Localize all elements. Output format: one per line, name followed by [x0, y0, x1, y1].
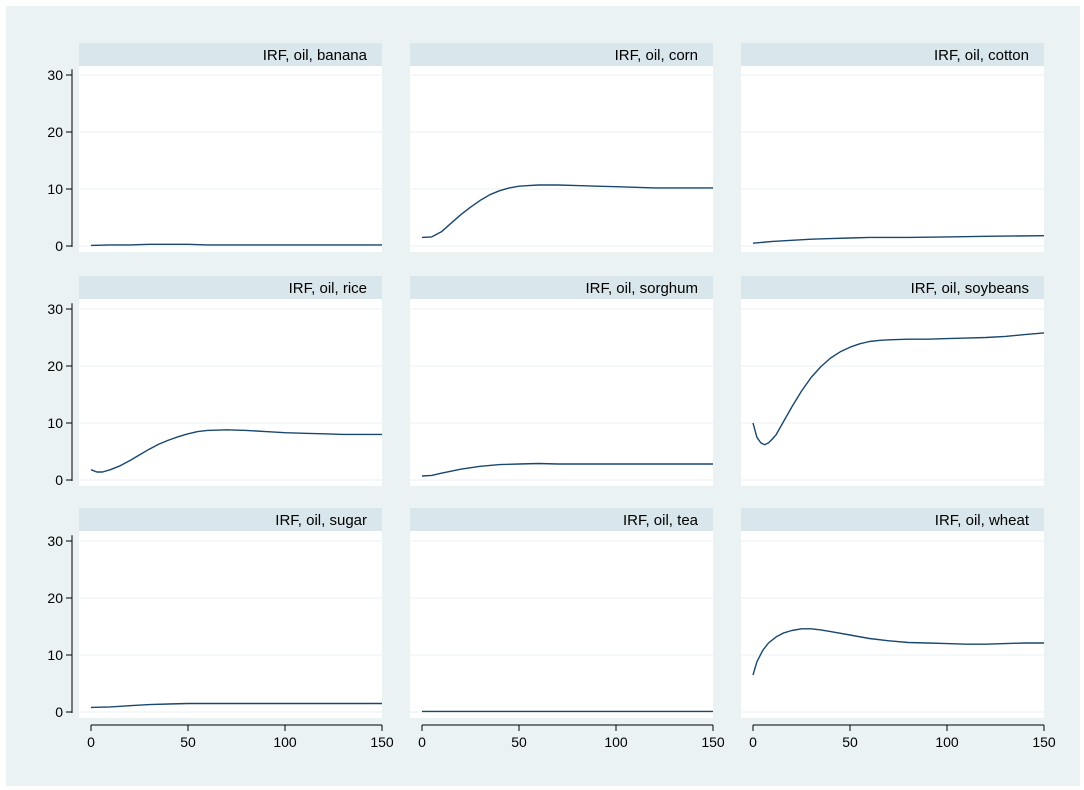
- y-tick-label: 30: [47, 533, 63, 549]
- x-tick-label: 100: [935, 734, 959, 750]
- y-tick-label: 10: [47, 181, 63, 197]
- panel-title: IRF, oil, sorghum: [585, 280, 698, 297]
- title-strip: [79, 508, 382, 531]
- plot-area: [410, 298, 713, 486]
- x-tick-label: 150: [1032, 734, 1056, 750]
- x-tick-label: 100: [273, 734, 297, 750]
- irf-line: [752, 235, 1045, 244]
- x-tick-label: 100: [604, 734, 628, 750]
- panel-rice: IRF, oil, rice 0 10 20 30: [47, 276, 382, 488]
- title-strip: [79, 43, 382, 66]
- plot-area: [79, 298, 382, 486]
- panel-title: IRF, oil, corn: [615, 47, 698, 64]
- irf-line: [752, 628, 1044, 676]
- irf-line: [752, 332, 1045, 446]
- panel-tea: IRF, oil, tea 0 50 100 150: [410, 508, 725, 750]
- y-tick-label: 0: [55, 704, 63, 720]
- plot-area: [410, 66, 713, 252]
- panel-title: IRF, oil, tea: [623, 512, 699, 529]
- x-tick-label: 0: [418, 734, 426, 750]
- y-tick-label: 30: [47, 301, 63, 317]
- panel-banana: IRF, oil, banana 0 10 20 30: [47, 43, 382, 254]
- title-strip: [410, 43, 713, 66]
- plot-area: [410, 530, 713, 718]
- title-strip: [410, 276, 713, 299]
- x-tick-label: 0: [87, 734, 95, 750]
- plot-area: [79, 530, 382, 718]
- plot-area: [741, 298, 1044, 486]
- title-strip: [79, 276, 382, 299]
- panel-title: IRF, oil, soybeans: [911, 280, 1029, 297]
- x-tick-label: 150: [701, 734, 725, 750]
- panel-title: IRF, oil, rice: [289, 280, 367, 297]
- irf-line: [421, 184, 713, 239]
- panel-sugar: IRF, oil, sugar 0 10 20 30 0 50 100 150: [47, 508, 394, 750]
- x-tick-label: 50: [511, 734, 527, 750]
- irf-line: [90, 429, 382, 473]
- irf-line: [90, 243, 382, 247]
- x-tick-label: 150: [370, 734, 394, 750]
- panel-sorghum: IRF, oil, sorghum: [410, 276, 713, 486]
- panel-wheat: IRF, oil, wheat 0 50 100 150: [741, 508, 1056, 750]
- panel-cotton: IRF, oil, cotton: [741, 43, 1045, 252]
- panel-corn: IRF, oil, corn: [410, 43, 713, 252]
- y-tick-label: 20: [47, 124, 63, 140]
- y-tick-label: 10: [47, 415, 63, 431]
- x-tick-label: 50: [842, 734, 858, 750]
- panel-title: IRF, oil, sugar: [275, 512, 367, 529]
- y-tick-label: 30: [47, 67, 63, 83]
- irf-line: [421, 462, 713, 477]
- plot-area: [741, 530, 1044, 718]
- title-strip: [741, 508, 1044, 531]
- title-strip: [410, 508, 713, 531]
- y-tick-label: 0: [55, 238, 63, 254]
- title-strip: [741, 276, 1044, 299]
- y-tick-label: 10: [47, 647, 63, 663]
- y-tick-label: 20: [47, 358, 63, 374]
- title-strip: [741, 43, 1044, 66]
- panel-title: IRF, oil, wheat: [935, 512, 1030, 529]
- x-tick-label: 50: [180, 734, 196, 750]
- plot-area: [79, 66, 382, 252]
- panel-title: IRF, oil, cotton: [934, 47, 1029, 64]
- panel-soybeans: IRF, oil, soybeans: [741, 276, 1045, 486]
- irf-line: [90, 702, 382, 709]
- x-tick-label: 0: [749, 734, 757, 750]
- y-tick-label: 0: [55, 472, 63, 488]
- panel-title: IRF, oil, banana: [263, 47, 368, 64]
- y-tick-label: 20: [47, 590, 63, 606]
- plot-area: [741, 66, 1044, 252]
